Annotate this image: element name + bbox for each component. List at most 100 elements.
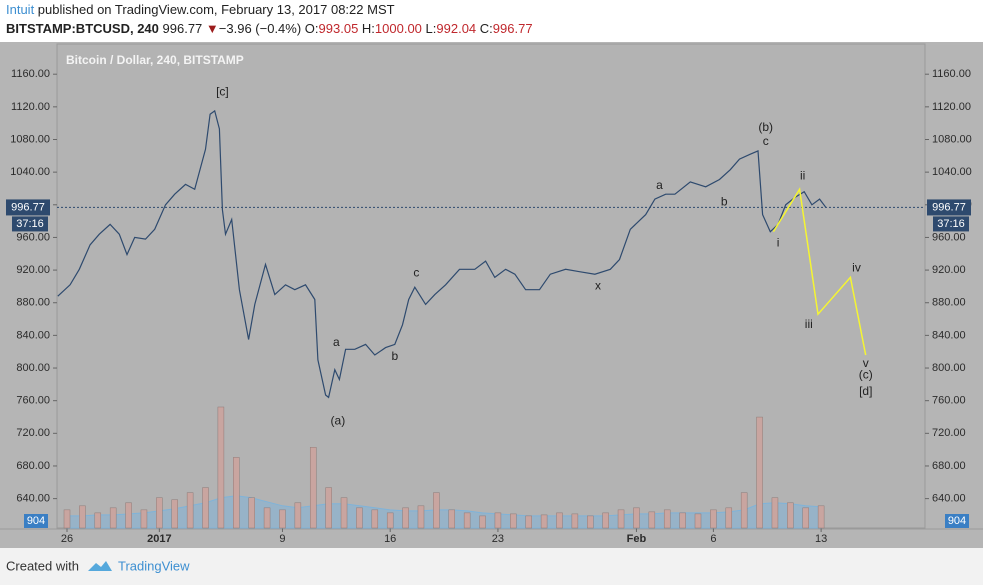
volume-bar <box>756 416 763 529</box>
volume-badge-label: 904 <box>27 515 45 527</box>
published: published on TradingView.com, February 1… <box>34 2 394 17</box>
wave-label: a <box>333 335 340 349</box>
volume-bar <box>510 513 517 529</box>
volume-bar <box>479 515 486 529</box>
y-tick-label: 920.00 <box>16 264 50 276</box>
countdown-label: 37:16 <box>937 218 965 230</box>
y-tick-label: 640.00 <box>932 493 966 505</box>
volume-bar <box>448 509 456 529</box>
y-tick-label: 880.00 <box>16 297 50 309</box>
y-tick-label: 880.00 <box>932 297 966 309</box>
volume-bar <box>402 507 409 529</box>
y-tick-label: 800.00 <box>932 362 966 374</box>
volume-bar <box>633 507 640 529</box>
y-tick-label: 1080.00 <box>932 133 972 145</box>
y-tick-label: 1040.00 <box>932 166 972 178</box>
volume-bar <box>233 457 240 529</box>
l-label: L: <box>426 21 437 36</box>
h-label: H: <box>362 21 375 36</box>
volume-bar <box>202 487 209 529</box>
price-badge-label: 996.77 <box>932 201 966 213</box>
wave-label: (a) <box>331 413 346 427</box>
x-tick-label: 26 <box>61 533 73 545</box>
volume-bar <box>463 512 471 529</box>
wave-label: [c] <box>216 84 229 98</box>
volume-bar <box>802 507 809 529</box>
wave-label: [d] <box>859 384 872 398</box>
y-tick-label: 960.00 <box>16 231 50 243</box>
wave-label: a <box>656 178 663 192</box>
volume-bar <box>494 512 502 529</box>
volume-bar <box>386 512 394 529</box>
volume-bar <box>694 513 702 529</box>
volume-bar <box>648 511 656 529</box>
x-tick-label: 2017 <box>147 533 171 545</box>
price-line <box>772 187 867 356</box>
price-badge-label: 996.77 <box>11 201 45 213</box>
volume-bar <box>140 509 148 529</box>
y-tick-label: 760.00 <box>16 395 50 407</box>
volume-bar <box>171 499 178 529</box>
quote-line: BITSTAMP:BTCUSD, 240 996.77 ▼−3.96 (−0.4… <box>6 21 533 36</box>
volume-bar <box>679 512 686 529</box>
volume-bar <box>571 513 579 529</box>
y-tick-label: 840.00 <box>16 329 50 341</box>
footer-created: Created with <box>6 558 79 573</box>
volume-badge <box>24 514 48 528</box>
volume-bar <box>79 505 86 529</box>
volume-bar <box>540 514 548 529</box>
y-tick-label: 680.00 <box>16 460 50 472</box>
c-label: C: <box>480 21 493 36</box>
y-tick-label: 1160.00 <box>932 68 971 80</box>
wave-label: (c) <box>859 368 873 382</box>
wave-label: b <box>391 349 398 363</box>
volume-bar <box>109 507 117 529</box>
plot-layer: 640.00 640.00 680.00 680.00 720.00 720.00 760.… <box>6 68 972 545</box>
volume-bar <box>663 509 671 529</box>
chart-title: Bitcoin / Dollar, 240, BITSTAMP <box>66 53 244 67</box>
volume-bar <box>63 509 71 529</box>
countdown-badge <box>933 216 969 232</box>
volume-bar <box>340 497 348 529</box>
h-value: 1000.00 <box>375 21 422 36</box>
volume-bar <box>248 497 255 529</box>
price: 996.77 <box>163 21 203 36</box>
y-tick-label: 840.00 <box>932 329 966 341</box>
volume-bar <box>433 492 440 529</box>
wave-label: c <box>763 134 769 148</box>
wave-label: b <box>721 195 728 209</box>
volume-bar <box>787 502 794 529</box>
symbol: BITSTAMP:BTCUSD, 240 <box>6 21 159 36</box>
volume-bar <box>94 512 102 529</box>
wave-label: v <box>863 356 869 370</box>
volume-bar <box>309 447 317 529</box>
volume-bar <box>710 509 717 529</box>
volume-bar <box>217 406 225 529</box>
volume-bar <box>356 507 363 529</box>
wave-label: iv <box>852 261 861 275</box>
x-tick-label: 13 <box>815 533 827 545</box>
y-tick-label: 640.00 <box>16 493 50 505</box>
volume-bar <box>556 512 563 529</box>
x-tick-label: 9 <box>279 533 285 545</box>
x-tick-label: Feb <box>627 533 647 545</box>
x-tick-label: 23 <box>492 533 504 545</box>
wave-label: x <box>595 279 601 293</box>
plot-area <box>56 43 926 529</box>
y-tick-label: 1160.00 <box>11 68 50 80</box>
y-tick-label: 1080.00 <box>10 133 50 145</box>
footer-bg <box>0 548 983 585</box>
countdown-badge <box>12 216 48 232</box>
volume-bar <box>817 505 825 529</box>
volume-bar <box>186 492 194 529</box>
price-badge <box>6 199 50 216</box>
footer-brand[interactable]: TradingView <box>118 558 190 573</box>
volume-bar <box>279 509 286 529</box>
volume-bar <box>725 507 733 529</box>
author[interactable]: Intuit <box>6 2 35 17</box>
volume-badge-label: 904 <box>948 515 966 527</box>
volume-bar <box>371 509 379 529</box>
l-value: 992.04 <box>436 21 476 36</box>
volume-bar <box>617 509 625 529</box>
